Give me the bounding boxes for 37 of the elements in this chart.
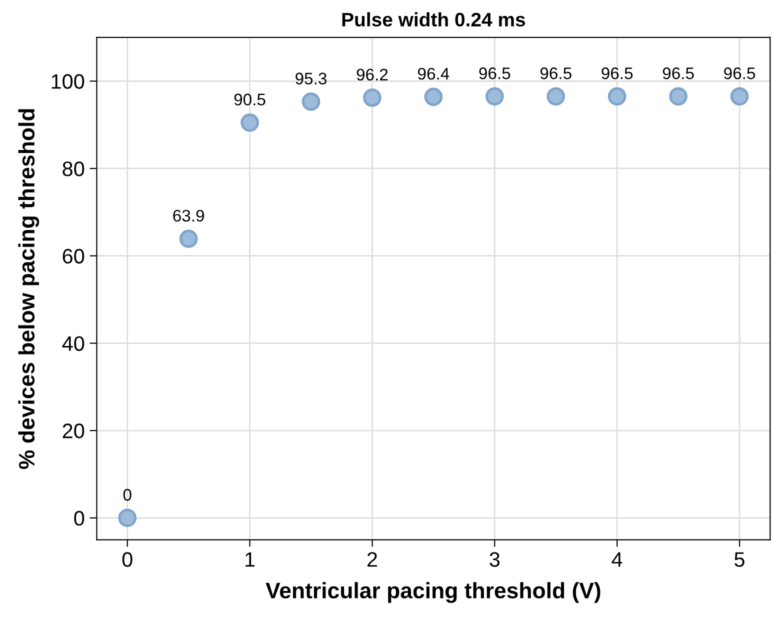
y-tick-label: 40 — [62, 336, 84, 351]
x-tick-label: 3 — [490, 552, 500, 567]
data-label: 90.5 — [234, 94, 266, 106]
point — [424, 88, 443, 106]
point — [546, 87, 566, 106]
x-tick-label: 0 — [122, 552, 132, 567]
point — [608, 87, 626, 106]
y-tick-label: 20 — [62, 424, 84, 438]
data-label: 95.3 — [296, 72, 326, 84]
point — [118, 508, 137, 528]
point — [240, 113, 259, 132]
x-tick-label: 2 — [367, 552, 377, 567]
y-tick-label: 60 — [62, 248, 84, 264]
data-label: 96.5 — [602, 67, 633, 80]
y-tick-label: 100 — [52, 74, 84, 89]
x-tick-label: 4 — [612, 552, 622, 567]
data-label: 96.5 — [479, 67, 510, 80]
y-tick-label: 0 — [74, 510, 84, 526]
data-label: 96.5 — [540, 67, 572, 80]
x-tick-label: 1 — [246, 552, 255, 567]
point — [363, 88, 382, 107]
data-label: 0 — [123, 488, 132, 501]
point — [485, 87, 504, 106]
x-axis-title: Ventricular pacing threshold (V) — [266, 582, 600, 603]
data-label: 96.5 — [724, 67, 756, 80]
point — [179, 230, 198, 248]
y-axis-title: % devices below pacing threshold — [18, 109, 40, 469]
x-tick-label: 5 — [734, 552, 744, 567]
point — [302, 92, 320, 111]
y-tick-label: 80 — [62, 161, 84, 176]
data-label: 63.9 — [173, 210, 204, 222]
data-label: 96.4 — [418, 68, 450, 80]
chart-title: Pulse width 0.24 ms — [342, 12, 526, 27]
point — [669, 87, 688, 106]
data-label: 96.5 — [662, 67, 694, 80]
point — [730, 87, 749, 106]
data-label: 96.2 — [356, 68, 388, 81]
